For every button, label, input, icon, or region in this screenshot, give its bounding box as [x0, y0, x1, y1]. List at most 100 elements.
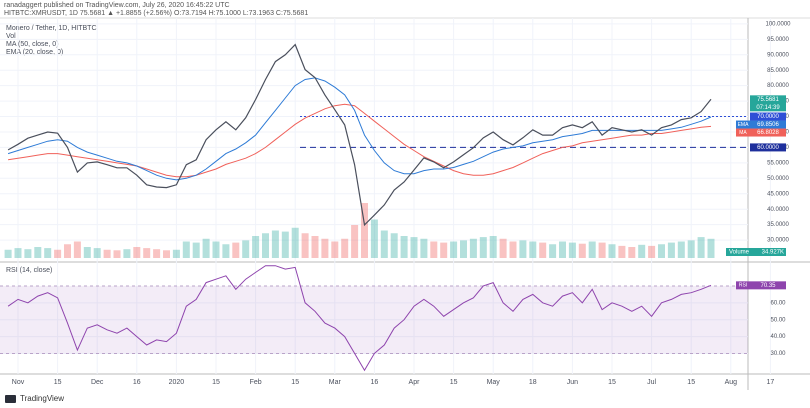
- volume-bar: [44, 248, 52, 258]
- volume-bar: [113, 250, 121, 258]
- volume-bar: [24, 249, 32, 258]
- volume-bar: [281, 231, 289, 258]
- volume-bar: [450, 241, 458, 258]
- volume-bar: [390, 233, 398, 258]
- volume-bar: [133, 247, 141, 258]
- x-tick-label: 17: [767, 379, 775, 386]
- volume-bar: [370, 219, 378, 258]
- volume-bar: [182, 241, 190, 258]
- volume-bar: [361, 203, 368, 258]
- volume-bar: [559, 241, 566, 258]
- countdown: 07:14:39: [756, 105, 780, 111]
- rsi-band: [0, 285, 748, 354]
- volume-badge: [726, 248, 786, 256]
- ma-line: [7, 77, 712, 181]
- volume-bar: [34, 247, 42, 258]
- volume-bar: [479, 237, 487, 258]
- volume-bar: [529, 241, 537, 258]
- price-badge-label: 69.8506: [757, 122, 779, 128]
- volume-bar: [4, 249, 12, 258]
- x-tick-label: 15: [450, 379, 458, 386]
- y-tick-label: 80.0000: [767, 83, 789, 89]
- volume-bar: [262, 233, 269, 258]
- price-badge-label: 70.0000: [757, 114, 779, 120]
- x-tick-label: 18: [529, 379, 537, 386]
- volume-bar: [400, 236, 408, 258]
- x-tick-label: 16: [371, 379, 379, 386]
- volume-bar: [568, 242, 576, 258]
- volume-bar: [222, 244, 230, 258]
- logo: [5, 395, 16, 403]
- volume-bar: [539, 242, 547, 258]
- volume-bar: [232, 242, 240, 258]
- price-badge-label: 75.5681: [757, 97, 779, 103]
- publisher: ranadaggert published on TradingView.com…: [4, 2, 230, 9]
- volume-bar: [509, 241, 517, 258]
- price-badge: [750, 95, 786, 112]
- price-line: [7, 43, 712, 227]
- y-tick-label: 50.0000: [767, 176, 789, 182]
- volume-bar: [440, 242, 448, 258]
- x-tick-label: Feb: [250, 379, 262, 386]
- pane-title: Monero / Tether, 1D, HITBTC: [6, 25, 97, 32]
- x-tick-label: 16: [133, 379, 141, 386]
- volume-bar: [608, 244, 616, 258]
- x-tick-label: 15: [212, 379, 220, 386]
- volume-bar: [14, 248, 22, 258]
- volume-bar: [341, 238, 349, 258]
- footer-brand: TradingView: [20, 394, 64, 403]
- volume-bar: [143, 248, 151, 258]
- volume-bar: [123, 249, 131, 258]
- volume-bar: [578, 243, 586, 258]
- rsi-badge: [750, 281, 786, 290]
- volume-bar: [64, 244, 71, 258]
- volume-bar: [420, 238, 428, 258]
- x-tick-label: 2020: [169, 379, 185, 386]
- volume-bar: [707, 238, 715, 258]
- price-badge: [750, 128, 786, 137]
- x-tick-label: Mar: [329, 379, 342, 386]
- volume-bar: [252, 236, 260, 258]
- x-tick-label: 15: [54, 379, 62, 386]
- volume-bar: [489, 236, 497, 258]
- badge-tag: [736, 120, 750, 129]
- volume-bar: [73, 241, 81, 258]
- volume-bar: [291, 227, 299, 258]
- y-tick-label: 30.0000: [767, 238, 789, 244]
- volume-bar: [499, 238, 507, 258]
- volume-bar: [697, 237, 705, 258]
- volume-bar: [153, 249, 161, 258]
- rsi-tick-label: 30.00: [770, 351, 786, 357]
- ma-line: [8, 103, 712, 178]
- x-tick-label: 15: [608, 379, 616, 386]
- volume-bar: [598, 242, 606, 258]
- ma-title: MA (50, close, 0): [6, 41, 59, 48]
- volume-bar: [163, 250, 170, 258]
- y-tick-label: 85.0000: [767, 68, 789, 74]
- rsi-line: [7, 265, 712, 372]
- badge-tag: [736, 128, 750, 137]
- y-tick-label: 35.0000: [767, 222, 789, 228]
- x-tick-label: Aug: [725, 379, 738, 386]
- volume-bar: [311, 236, 319, 258]
- volume-bar: [54, 249, 62, 258]
- badge-tag-label: EMA: [738, 122, 750, 128]
- y-tick-label: 45.0000: [767, 191, 789, 197]
- volume-bar: [588, 241, 596, 258]
- x-tick-label: Jul: [647, 379, 656, 386]
- volume-bar: [638, 244, 646, 258]
- volume-bar: [172, 249, 180, 258]
- volume-badge-value: 34.927K: [762, 250, 784, 256]
- price-badge: [750, 120, 786, 129]
- rsi-title: RSI (14, close): [6, 267, 52, 274]
- volume-bar: [321, 238, 329, 258]
- volume-bar: [192, 242, 200, 258]
- price-badge-label: 60.0000: [757, 145, 779, 151]
- volume-bar: [460, 240, 467, 258]
- volume-bar: [83, 247, 91, 258]
- x-tick-label: Apr: [409, 379, 421, 386]
- volume-bar: [469, 238, 477, 258]
- grid-layer: [0, 18, 771, 374]
- y-tick-label: 95.0000: [767, 37, 789, 43]
- x-tick-label: Nov: [12, 379, 25, 386]
